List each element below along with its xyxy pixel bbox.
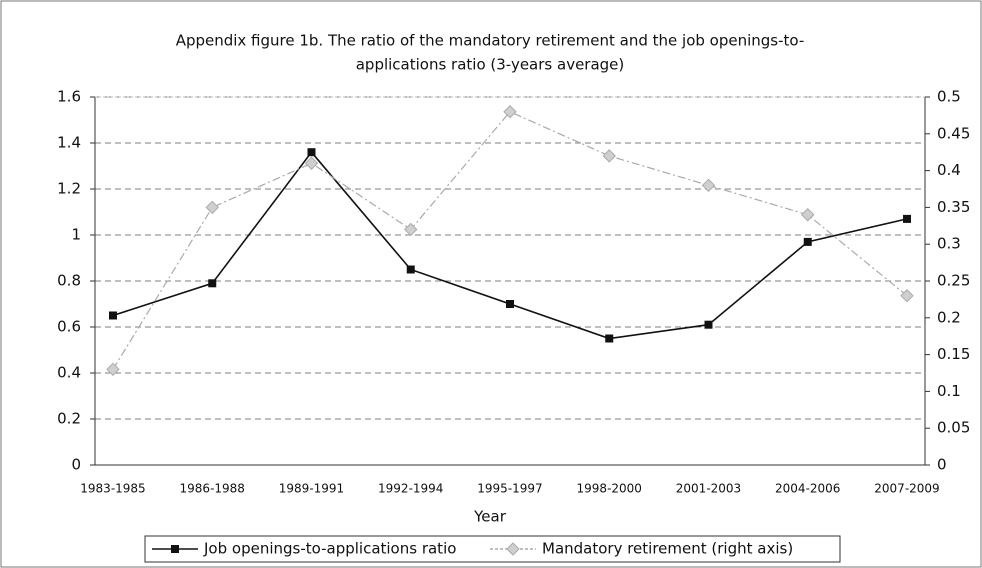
y2-tick-label: 0.2 [937, 308, 961, 326]
marker [506, 300, 514, 308]
marker [109, 311, 117, 320]
marker [208, 279, 217, 288]
x-axis-label: Year [473, 508, 507, 526]
y-tick-label: 0.4 [57, 364, 81, 382]
marker [704, 320, 713, 329]
x-tick-label: 1998-2000 [577, 482, 642, 496]
marker [903, 214, 911, 223]
x-tick-label: 1995-1997 [477, 482, 542, 496]
legend-label: Job openings-to-applications ratio [203, 540, 456, 558]
y-tick-label: 0.2 [57, 410, 81, 428]
x-tick-label: 2004-2006 [775, 482, 840, 496]
marker [307, 148, 316, 157]
y2-tick-label: 0.1 [937, 382, 961, 400]
marker [701, 178, 716, 193]
y-tick-label: 0 [71, 456, 81, 474]
legend-label: Mandatory retirement (right axis) [542, 540, 793, 558]
y2-tick-label: 0.05 [937, 419, 970, 437]
x-tick-label: 1989-1991 [279, 482, 344, 496]
y-tick-label: 1.2 [57, 180, 81, 198]
x-tick-label: 2007-2009 [874, 482, 939, 496]
x-tick-label: 1992-1994 [378, 482, 443, 496]
marker [406, 265, 415, 274]
x-tick-label: 1986-1988 [180, 482, 245, 496]
y2-tick-label: 0.4 [937, 161, 961, 179]
legend-marker [171, 545, 179, 553]
y2-tick-label: 0.3 [937, 235, 961, 253]
y2-tick-label: 0.45 [937, 124, 970, 142]
marker [503, 105, 517, 119]
y-tick-label: 0.6 [57, 318, 81, 336]
marker [900, 289, 914, 303]
marker [803, 237, 812, 246]
legend-marker [506, 542, 520, 556]
y2-tick-label: 0.35 [937, 198, 970, 216]
x-tick-label: 2001-2003 [676, 482, 741, 496]
marker [205, 200, 219, 215]
marker [602, 149, 616, 163]
y-tick-label: 1 [71, 226, 81, 244]
chart-title: Appendix figure 1b. The ratio of the man… [176, 32, 805, 50]
marker [106, 362, 120, 377]
marker [404, 222, 418, 237]
y2-tick-label: 0.5 [937, 88, 961, 106]
x-tick-label: 1983-1985 [80, 482, 145, 496]
y-tick-label: 1.6 [57, 88, 81, 106]
y2-tick-label: 0.15 [937, 345, 970, 363]
y2-tick-label: 0 [937, 456, 947, 474]
y-tick-label: 1.4 [57, 134, 81, 152]
marker [304, 156, 319, 170]
chart-title: applications ratio (3-years average) [356, 56, 625, 74]
y2-tick-label: 0.25 [937, 272, 970, 290]
marker [801, 208, 815, 222]
y-tick-label: 0.8 [57, 272, 81, 290]
marker [605, 334, 614, 343]
